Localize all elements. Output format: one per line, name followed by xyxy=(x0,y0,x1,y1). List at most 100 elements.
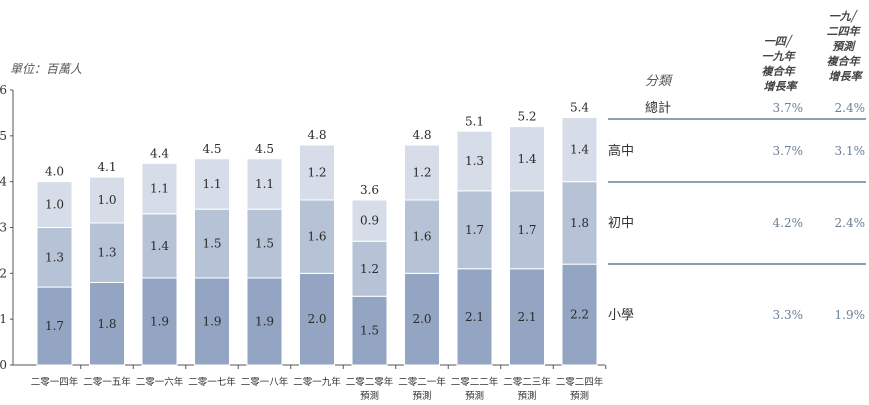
y-tick-label: 4 xyxy=(0,175,7,189)
data-label: 1.2 xyxy=(307,166,326,180)
bar-segment xyxy=(509,126,545,192)
primary-cagr-1: 3.3% xyxy=(773,308,804,322)
cagr-col1-header-line: 一九年 xyxy=(762,50,797,63)
total-cagr-1: 3.7% xyxy=(773,101,804,115)
bar-segment xyxy=(299,199,335,274)
cagr-col2-header-line: 預測 xyxy=(832,40,856,53)
bar-segment xyxy=(299,144,335,201)
bar-segment xyxy=(246,277,283,366)
cagr-col1-header-line: 增長率 xyxy=(764,80,799,93)
x-tick-label: 二零二三年 xyxy=(503,376,551,388)
data-label: 2.1 xyxy=(465,310,484,324)
bar-segment xyxy=(404,144,440,201)
data-label: 1.4 xyxy=(517,152,536,166)
x-tick-label: 二零二一年 xyxy=(398,376,446,388)
total-label: 4.5 xyxy=(255,142,274,156)
x-tick-label: 二零二四年 xyxy=(556,376,604,388)
x-tick-note: 預測 xyxy=(412,390,431,401)
data-label: 1.6 xyxy=(307,230,326,244)
x-tick-label: 二零一五年 xyxy=(83,376,131,388)
data-label: 1.0 xyxy=(97,193,116,207)
data-label: 1.2 xyxy=(360,262,379,276)
cagr-col1-header-line: 複合年 xyxy=(762,65,797,78)
data-label: 1.7 xyxy=(465,223,484,237)
bar-segment xyxy=(246,158,283,210)
total-label: 5.1 xyxy=(465,114,484,128)
row-label-high-school: 高中 xyxy=(608,143,634,159)
total-label: 4.8 xyxy=(307,128,326,142)
bar-segment xyxy=(561,263,598,366)
data-label: 1.1 xyxy=(255,177,274,191)
bar-segment xyxy=(246,208,283,279)
x-tick-label: 二零二二年 xyxy=(451,376,499,388)
data-label: 1.5 xyxy=(360,324,379,338)
data-label: 2.0 xyxy=(307,312,326,326)
x-tick-note: 預測 xyxy=(570,390,589,401)
data-label: 1.5 xyxy=(202,237,221,251)
y-tick-label: 0 xyxy=(0,358,7,372)
x-tick-label: 二零一九年 xyxy=(293,376,341,388)
cagr-table: 分類 一四╱ 一九年 複合年 增長率 一九╱ 二四年 預測 複合年 增長率 總計… xyxy=(608,9,866,323)
bar-segment xyxy=(404,199,440,274)
data-label: 1.4 xyxy=(570,143,589,157)
high-school-cagr-2: 3.1% xyxy=(835,144,866,158)
bar-segment xyxy=(36,181,73,229)
data-label: 1.1 xyxy=(202,177,221,191)
data-label: 2.1 xyxy=(517,310,536,324)
data-label: 1.9 xyxy=(255,314,274,328)
data-label: 1.8 xyxy=(570,216,589,230)
y-tick-label: 1 xyxy=(0,312,7,326)
total-label: 5.4 xyxy=(570,101,589,115)
x-tick-label: 二零一八年 xyxy=(241,376,289,388)
unit-label: 單位：百萬人 xyxy=(10,62,82,76)
bar-segment xyxy=(351,295,388,366)
cagr-col2-header-line: 增長率 xyxy=(829,70,864,83)
bar-segment xyxy=(456,268,493,366)
data-label: 2.2 xyxy=(570,308,589,322)
data-label: 1.3 xyxy=(97,246,116,260)
cagr-col2-header: 一九╱ 二四年 預測 複合年 增長率 xyxy=(827,9,864,83)
bar-series: 1.7 1.3 1.0 4.0 1.8 1.3 1.0 4.1 1.9 1.4 1.1 4.4 1.9 1… xyxy=(36,101,598,366)
y-tick-label: 2 xyxy=(0,266,7,280)
total-label: 4.1 xyxy=(97,160,116,174)
data-label: 1.0 xyxy=(45,198,64,212)
data-label: 2.0 xyxy=(412,312,431,326)
bar-segment xyxy=(141,213,178,279)
bar-segment xyxy=(141,162,178,215)
data-label: 1.9 xyxy=(202,314,221,328)
data-label: 1.4 xyxy=(150,239,169,253)
junior-high-cagr-1: 4.2% xyxy=(773,216,804,230)
row-label-junior-high: 初中 xyxy=(608,216,634,231)
total-label: 4.5 xyxy=(202,142,221,156)
bar-segment xyxy=(456,130,493,192)
bar-segment xyxy=(561,117,598,183)
data-label: 1.3 xyxy=(45,250,64,264)
cagr-col2-header-line: 二四年 xyxy=(827,25,862,38)
data-label: 1.3 xyxy=(465,154,484,168)
data-label: 1.7 xyxy=(45,319,64,333)
total-label: 總計 xyxy=(645,100,671,116)
x-tick-note: 預測 xyxy=(360,390,379,401)
data-label: 1.6 xyxy=(412,230,431,244)
x-tick-label: 二零一六年 xyxy=(136,376,184,388)
cagr-col1-header: 一四╱ 一九年 複合年 增長率 xyxy=(762,34,799,93)
category-header: 分類 xyxy=(645,74,674,89)
total-cagr-2: 2.4% xyxy=(835,101,866,115)
high-school-cagr-1: 3.7% xyxy=(773,144,804,158)
x-tick-label: 二零一四年 xyxy=(31,376,79,388)
x-tick-label: 二零一七年 xyxy=(188,376,236,388)
total-label: 4.0 xyxy=(45,165,64,179)
bar-segment xyxy=(456,190,493,270)
y-tick-label: 5 xyxy=(0,129,7,143)
x-tick-label: 二零二零年 xyxy=(346,376,394,388)
y-tick-label: 3 xyxy=(0,221,7,235)
bar-segment xyxy=(561,181,598,265)
bar-segment xyxy=(89,282,125,366)
data-label: 1.5 xyxy=(255,237,274,251)
total-label: 3.6 xyxy=(360,183,379,197)
bar-segment xyxy=(509,268,545,366)
primary-cagr-2: 1.9% xyxy=(835,308,866,322)
